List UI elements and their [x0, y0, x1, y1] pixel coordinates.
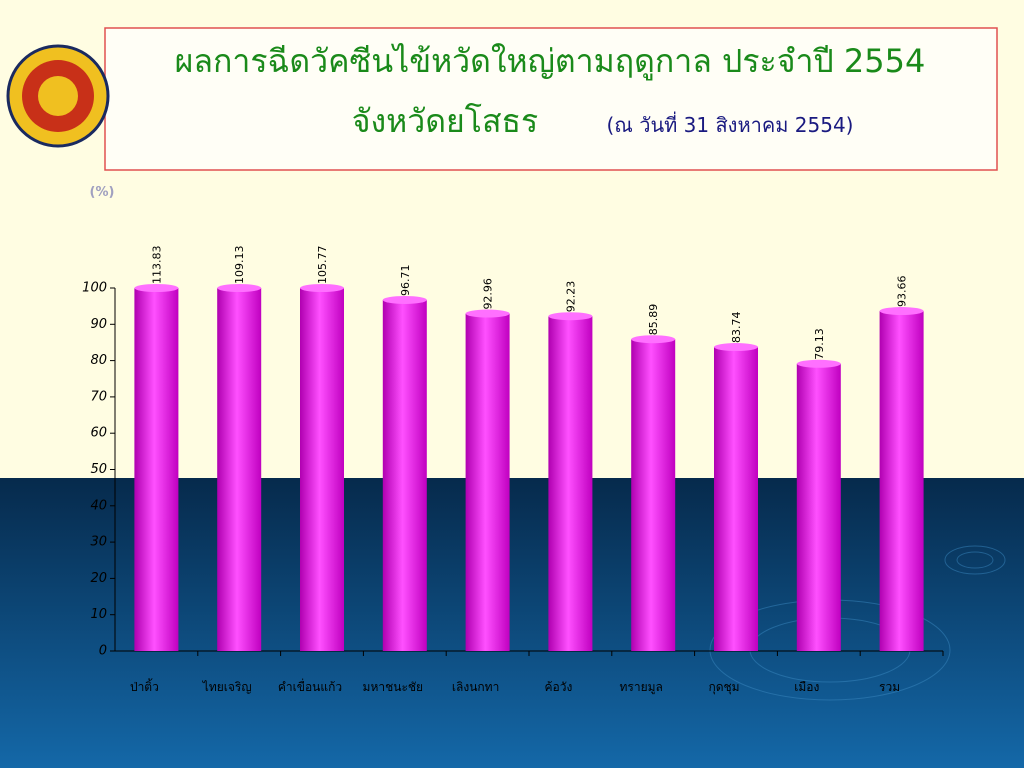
value-label: 92.23	[564, 281, 577, 313]
bar-cap	[465, 309, 510, 318]
y-tick-label: 0	[99, 644, 107, 659]
y-tick-label: 50	[90, 462, 107, 477]
y-tick-label: 10	[90, 607, 107, 622]
chart-title: ผลการฉีดวัคซีนไข้หวัดใหญ่ตามฤดูกาล ประจำ…	[175, 42, 926, 81]
bar-cap	[134, 284, 179, 292]
bars	[134, 288, 924, 651]
x-tick-label: ไทยเจริญ	[202, 680, 252, 694]
y-tick-label: 30	[90, 535, 107, 550]
y-tick-label: 80	[90, 353, 107, 368]
x-tick-label: เมือง	[794, 680, 819, 694]
value-label: 79.13	[813, 328, 826, 360]
bar-cap	[548, 312, 593, 321]
value-label: 93.66	[896, 276, 909, 308]
bar-cap	[217, 284, 262, 292]
x-tick-label: คำเขื่อนแก้ว	[278, 678, 342, 694]
x-tick-label: รวม	[879, 680, 900, 694]
y-axis-label: (%)	[90, 185, 115, 200]
bar	[796, 363, 841, 651]
bar	[217, 288, 262, 651]
value-label: 96.71	[399, 264, 412, 296]
bar	[134, 288, 179, 651]
y-tick-label: 40	[90, 498, 107, 513]
value-label: 92.96	[482, 278, 495, 309]
bar-cap	[382, 295, 427, 304]
title-box	[104, 27, 998, 171]
value-label: 83.74	[730, 312, 743, 344]
value-label: 109.13	[233, 245, 246, 284]
bar	[300, 288, 344, 651]
x-tick-label: ค้อวัง	[544, 680, 572, 694]
bar-cap	[879, 307, 924, 316]
x-tick-label: ทรายมูล	[620, 680, 663, 695]
y-tick-label: 100	[82, 281, 107, 296]
bar	[714, 347, 758, 651]
logo	[6, 44, 110, 148]
y-tick-label: 60	[90, 426, 107, 441]
chart-subtitle: จังหวัดยโสธร	[352, 102, 538, 140]
x-tick-label: กุดชุม	[708, 680, 739, 695]
x-tick-label: มหาชนะชัย	[363, 680, 424, 694]
x-tick-label: เลิงนกทา	[452, 680, 499, 694]
bar	[879, 311, 924, 651]
bar	[465, 313, 510, 651]
value-label: 113.83	[150, 246, 163, 285]
y-tick-label: 20	[90, 571, 107, 586]
bar-cap	[714, 343, 758, 352]
y-tick-label: 70	[90, 389, 107, 404]
value-label: 85.89	[647, 304, 660, 336]
bar-cap	[300, 284, 344, 292]
bar	[631, 339, 676, 651]
bar	[382, 299, 427, 651]
bar-cap	[631, 335, 676, 344]
bar-cap	[796, 359, 841, 368]
bar	[548, 316, 593, 651]
value-label: 105.77	[316, 246, 329, 285]
chart-note: (ณ วันที่ 31 สิงหาคม 2554)	[607, 111, 854, 137]
x-tick-label: ป่าติ้ว	[130, 678, 159, 694]
y-tick-label: 90	[90, 317, 107, 332]
